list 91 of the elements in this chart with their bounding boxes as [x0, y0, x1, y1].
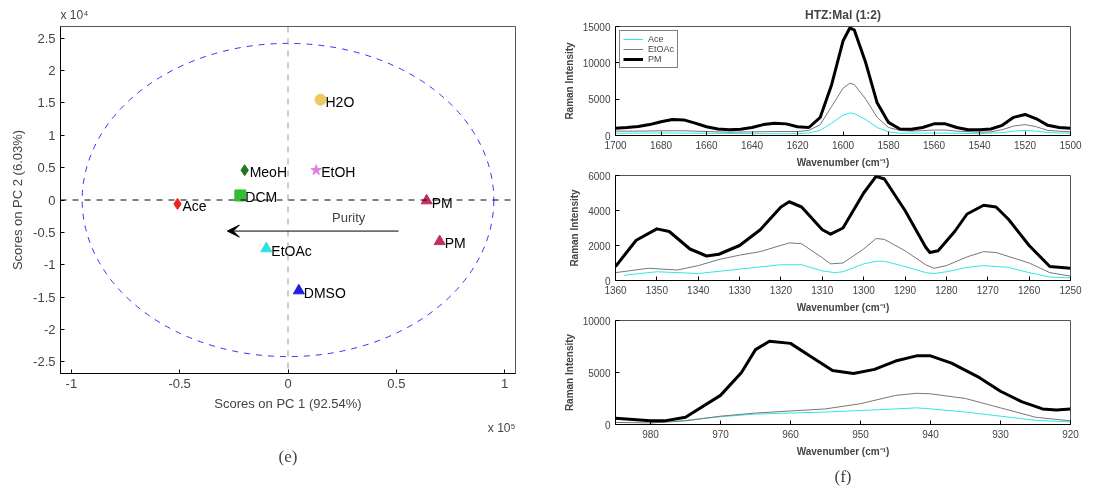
x-tick-label: 1 — [501, 375, 509, 391]
series-label: EtOH — [321, 164, 356, 181]
x-tick-label: 1540 — [968, 139, 992, 151]
x-tick-label: 0.5 — [387, 375, 406, 391]
x-tick-label: 1360 — [604, 284, 628, 296]
x-tick-label: -0.5 — [168, 375, 191, 391]
legend-label: EtOAc — [648, 44, 675, 54]
x-axis-title: Scores on PC 1 (92.54%) — [214, 395, 362, 411]
series-label: PM — [444, 235, 466, 252]
point — [314, 93, 327, 106]
point — [234, 189, 247, 202]
x-tick-label: -1 — [65, 375, 78, 391]
text: (e) — [278, 446, 298, 466]
x-tick-label: 1680 — [649, 139, 673, 151]
x-tick-label: 1300 — [852, 284, 876, 296]
x-tick-label: 950 — [852, 428, 870, 440]
text: (f) — [834, 466, 852, 486]
y-tick-label: 0 — [604, 130, 611, 142]
x-tick-label: 1320 — [769, 284, 793, 296]
x-tick-label: 1640 — [740, 139, 764, 151]
y-tick-label: 6000 — [588, 170, 611, 182]
y-tick-label: 0.5 — [37, 160, 56, 176]
y-tick-label: 2000 — [588, 240, 611, 252]
y-tick-label: 5000 — [588, 94, 611, 106]
x-tick-label: 940 — [922, 428, 940, 440]
x-axis-title: Wavenumber (cm⁻¹) — [796, 445, 890, 457]
x-tick-label: 1580 — [877, 139, 901, 151]
x-tick-label: 1620 — [786, 139, 810, 151]
x-tick-label: 1260 — [1018, 284, 1041, 296]
point — [260, 241, 273, 253]
line-series — [623, 260, 1071, 279]
text: x 10⁵ — [487, 420, 516, 435]
text: x 10⁴ — [60, 7, 89, 22]
legend-label: PM — [648, 54, 663, 64]
x-tick-label: 1350 — [645, 284, 669, 296]
y-tick-label: -2 — [43, 321, 56, 337]
y-tick-label: -0.5 — [33, 224, 56, 240]
x-tick-label: 970 — [712, 428, 730, 440]
point — [433, 234, 446, 246]
x-tick-label: 1290 — [893, 284, 917, 296]
x-tick-label: 930 — [992, 428, 1010, 440]
y-tick-label: -1.5 — [33, 289, 56, 305]
y-tick-label: 4000 — [588, 205, 611, 217]
line-series — [615, 238, 1071, 277]
x-tick-label: 1700 — [604, 139, 628, 151]
y-tick-label: 5000 — [588, 367, 611, 379]
x-tick-label: 1600 — [831, 139, 855, 151]
series-label: DMSO — [303, 284, 346, 301]
x-tick-label: 1280 — [935, 284, 958, 296]
y-tick-label: 1.5 — [37, 95, 56, 111]
y-tick-label: 2.5 — [37, 30, 56, 46]
x-axis-title: Wavenumber (cm⁻¹) — [796, 301, 890, 313]
y-tick-label: 0 — [48, 192, 56, 208]
series-label: EtOAc — [271, 242, 312, 259]
y-axis-title: Scores on PC 2 (6.03%) — [10, 129, 26, 271]
chart-title: HTZ:Mal (1:2) — [805, 7, 881, 22]
y-tick-label: 10000 — [582, 315, 611, 327]
series-label: PM — [431, 194, 453, 211]
x-tick-label: 1520 — [1013, 139, 1037, 151]
y-tick-label: 15000 — [582, 21, 611, 33]
x-tick-label: 1270 — [976, 284, 1000, 296]
x-tick-label: 0 — [284, 375, 292, 391]
x-tick-label: 1660 — [695, 139, 719, 151]
x-tick-label: 960 — [782, 428, 800, 440]
y-tick-label: 0 — [604, 275, 611, 287]
point — [310, 164, 322, 176]
y-tick-label: 10000 — [582, 57, 611, 69]
y-tick-label: -1 — [43, 257, 56, 273]
x-tick-label: 1500 — [1059, 139, 1083, 151]
x-tick-label: 1250 — [1059, 284, 1083, 296]
x-tick-label: 920 — [1062, 428, 1080, 440]
y-axis-title: Raman Intensity — [563, 333, 575, 412]
x-tick-label: 1340 — [687, 284, 710, 296]
y-axis-title: Raman Intensity — [563, 41, 575, 120]
series-label: DCM — [245, 189, 278, 206]
x-axis-title: Wavenumber (cm⁻¹) — [796, 156, 890, 168]
series-label: H2O — [325, 93, 355, 110]
y-tick-label: -2.5 — [33, 354, 56, 370]
line-series — [615, 26, 1071, 132]
legend-label: Ace — [648, 34, 665, 44]
y-axis-title: Raman Intensity — [569, 188, 581, 267]
point — [292, 283, 305, 295]
annotation: Purity — [332, 209, 366, 225]
y-tick-label: 2 — [48, 63, 56, 79]
x-tick-label: 1310 — [811, 284, 834, 296]
y-tick-label: 0 — [604, 419, 611, 431]
x-tick-label: 980 — [642, 428, 660, 440]
x-tick-label: 1330 — [728, 284, 752, 296]
series-label: Ace — [182, 197, 207, 214]
x-tick-label: 1560 — [922, 139, 946, 151]
series-label: MeoH — [249, 164, 288, 181]
